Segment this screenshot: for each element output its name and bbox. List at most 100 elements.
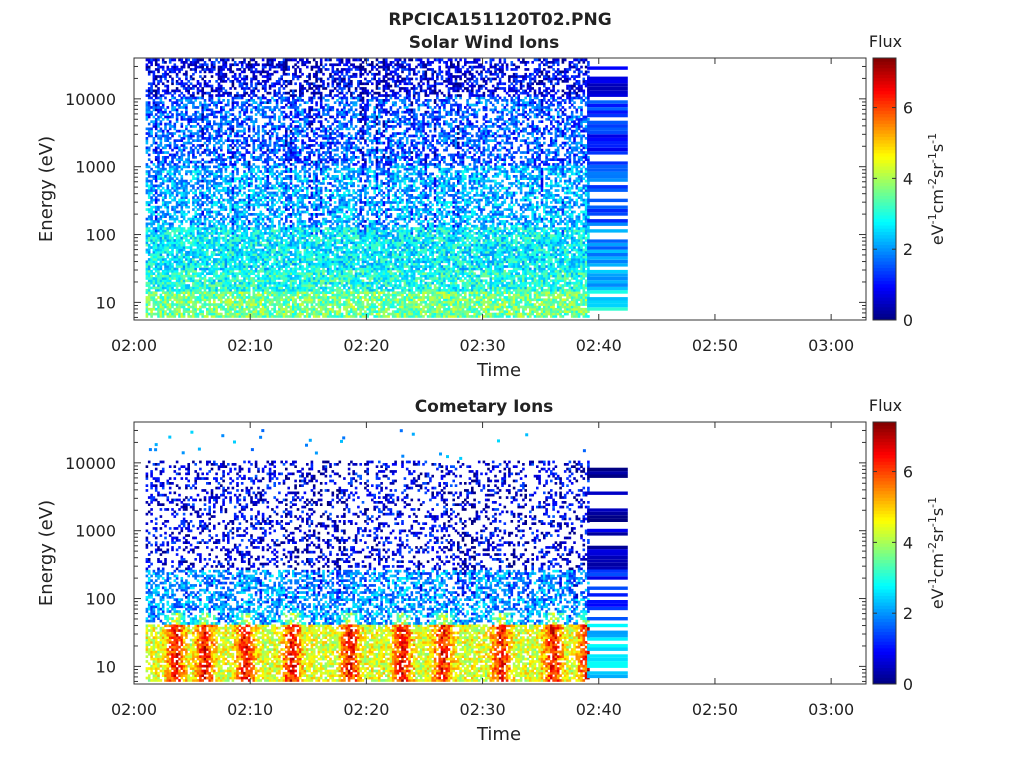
heatmap-cell (220, 122, 223, 126)
heatmap-cell (166, 288, 170, 292)
heatmap-cell (252, 269, 256, 273)
heatmap-cell (215, 203, 218, 207)
heatmap-cell (203, 298, 207, 302)
heatmap-cell (168, 307, 172, 311)
heatmap-cell (289, 141, 293, 145)
heatmap-cell (301, 274, 304, 278)
heatmap-cell (166, 305, 170, 309)
heatmap-cell (185, 258, 188, 261)
heatmap-cell (229, 182, 232, 185)
heatmap-cell (220, 101, 223, 104)
heatmap-cell (157, 227, 160, 230)
heatmap-cell (196, 175, 200, 178)
heatmap-cell (275, 258, 279, 261)
heatmap-cell (243, 234, 246, 237)
heatmap-cell (264, 284, 267, 287)
heatmap-cell (180, 151, 184, 154)
heatmap-cell (199, 215, 202, 218)
heatmap-cell (261, 80, 265, 83)
heatmap-cell (257, 248, 260, 252)
heatmap-cell (287, 277, 290, 280)
heatmap-cell (243, 286, 246, 290)
heatmap-cell (278, 175, 281, 178)
heatmap-cell (210, 137, 214, 140)
heatmap-cell (147, 236, 151, 240)
heatmap-cell (250, 298, 253, 302)
heatmap-cell (154, 258, 158, 261)
heatmap-cell (292, 291, 295, 294)
heatmap-cell (159, 160, 163, 164)
heatmap-cell (282, 232, 286, 235)
heatmap-cell (296, 99, 300, 102)
heatmap-cell (187, 80, 190, 83)
heatmap-cell (157, 224, 160, 228)
heatmap-cell (161, 129, 165, 133)
heatmap-cell (245, 284, 249, 287)
heatmap-cell (166, 122, 170, 126)
heatmap-cell (259, 108, 263, 112)
heatmap-cell (252, 94, 256, 97)
heatmap-cell (164, 110, 167, 114)
heatmap-cell (159, 191, 163, 195)
heatmap-cell (303, 307, 307, 311)
heatmap-cell (217, 182, 221, 185)
heatmap-cell (185, 303, 188, 306)
heatmap-cell (147, 234, 151, 237)
heatmap-cell (240, 265, 244, 268)
heatmap-cell (201, 144, 204, 147)
heatmap-cell (159, 236, 163, 240)
heatmap-cell (213, 101, 216, 104)
heatmap-cell (220, 305, 223, 309)
heatmap-cell (161, 220, 165, 223)
heatmap-cell (254, 61, 258, 64)
heatmap-cell (266, 70, 270, 74)
heatmap-cell (208, 160, 211, 164)
heatmap-cell (285, 229, 288, 233)
heatmap-cell (171, 208, 174, 211)
heatmap-cell (159, 260, 163, 264)
heatmap-cell (194, 227, 197, 230)
heatmap-cell (217, 220, 221, 223)
heatmap-cell (285, 182, 288, 185)
heatmap-cell (159, 286, 163, 290)
heatmap-cell (250, 250, 253, 254)
heatmap-cell (178, 68, 181, 71)
heatmap-cell (240, 315, 244, 318)
heatmap-cell (303, 177, 307, 180)
heatmap-cell (180, 84, 184, 88)
heatmap-cell (187, 137, 190, 140)
heatmap-cell (252, 281, 256, 285)
heatmap-cell (187, 58, 190, 62)
heatmap-cell (213, 113, 216, 116)
heatmap-cell (224, 310, 228, 313)
heatmap-cell (150, 298, 153, 302)
heatmap-cell (261, 101, 265, 104)
heatmap-cell (280, 158, 283, 161)
heatmap-cell (168, 310, 172, 313)
heatmap-cell (261, 70, 265, 74)
heatmap-cell (282, 65, 286, 69)
heatmap-cell (247, 198, 251, 202)
heatmap-cell (240, 175, 244, 178)
heatmap-cell (199, 172, 202, 176)
heatmap-cell (254, 113, 258, 116)
heatmap-cell (243, 179, 246, 183)
heatmap-cell (152, 70, 156, 74)
heatmap-cell (168, 177, 172, 180)
heatmap-cell (217, 296, 221, 299)
heatmap-cell (210, 260, 214, 264)
heatmap-cell (222, 208, 225, 211)
heatmap-cell (178, 265, 181, 268)
heatmap-cell (261, 267, 265, 271)
heatmap-cell (299, 160, 302, 164)
heatmap-cell (299, 186, 302, 190)
heatmap-cell (215, 227, 218, 230)
heatmap-cell (245, 194, 249, 197)
heatmap-cell (159, 189, 163, 192)
heatmap-cell (192, 134, 195, 138)
heatmap-cell (173, 296, 177, 299)
heatmap-cell (250, 137, 253, 140)
heatmap-cell (229, 243, 232, 247)
heatmap-cell (231, 101, 235, 104)
heatmap-cell (157, 303, 160, 306)
